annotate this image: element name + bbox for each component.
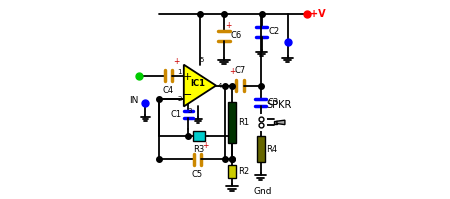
Text: 3: 3 (188, 108, 192, 114)
Text: R4: R4 (266, 145, 278, 154)
Text: −: − (183, 90, 193, 100)
Text: C3: C3 (268, 98, 279, 107)
Text: C7: C7 (234, 66, 246, 75)
Text: C5: C5 (192, 170, 202, 179)
Text: SPKR: SPKR (267, 100, 292, 110)
Text: 4: 4 (217, 83, 222, 89)
Polygon shape (277, 120, 285, 125)
Text: +: + (183, 72, 193, 82)
Text: IN: IN (130, 96, 139, 105)
Text: 5: 5 (200, 57, 204, 63)
Text: C1: C1 (170, 110, 181, 119)
FancyBboxPatch shape (194, 131, 205, 141)
Text: R2: R2 (238, 167, 249, 176)
Text: C6: C6 (231, 31, 242, 40)
Text: 1: 1 (178, 69, 182, 75)
FancyBboxPatch shape (228, 165, 236, 179)
Text: 2: 2 (178, 96, 182, 102)
Text: C2: C2 (269, 27, 280, 36)
Text: +: + (225, 21, 231, 30)
Text: +: + (229, 67, 235, 76)
Text: +: + (173, 57, 179, 66)
FancyBboxPatch shape (257, 136, 265, 162)
Text: C4: C4 (163, 86, 174, 95)
Polygon shape (274, 121, 277, 124)
Text: +: + (202, 141, 208, 150)
Polygon shape (184, 65, 216, 106)
Text: IC1: IC1 (190, 79, 206, 88)
Text: +V: +V (310, 9, 325, 19)
Text: Gnd: Gnd (253, 187, 272, 196)
FancyBboxPatch shape (228, 102, 236, 143)
Text: R1: R1 (238, 118, 249, 127)
Text: R3: R3 (194, 145, 205, 154)
